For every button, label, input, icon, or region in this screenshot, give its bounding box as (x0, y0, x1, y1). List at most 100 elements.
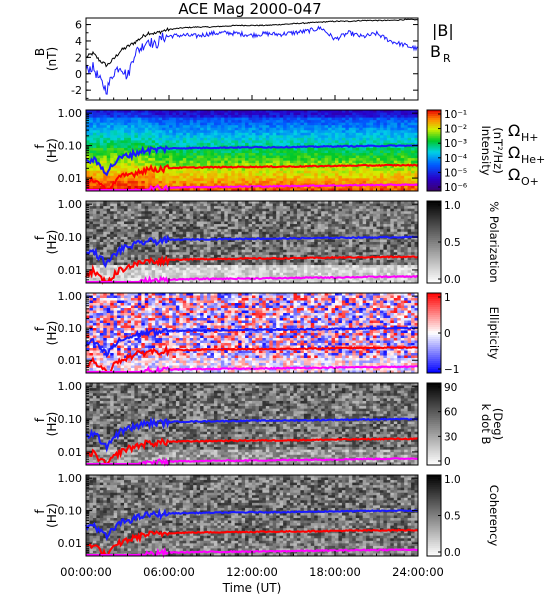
spectrogram-cell (200, 160, 204, 164)
spectrogram-cell (186, 140, 191, 144)
spectrogram-cell (241, 120, 246, 124)
spectrogram-cell (141, 110, 146, 113)
spectrogram-cell (386, 153, 391, 156)
spectrogram-cell (397, 150, 402, 154)
spectrogram-cell (272, 231, 277, 235)
spectrogram-cell (172, 280, 177, 284)
spectrogram-cell (404, 132, 409, 136)
spectrogram-cell (241, 180, 246, 184)
spectrogram-cell (196, 160, 201, 164)
spectrogram-cell (255, 140, 260, 144)
spectrogram-cell (134, 221, 139, 225)
spectrogram-cell (404, 115, 409, 118)
spectrogram-cell (213, 135, 218, 139)
spectrogram-cell (134, 158, 139, 162)
spectrogram-cell (248, 259, 253, 263)
spectrogram-cell (335, 120, 339, 124)
spectrogram-cell (252, 163, 256, 167)
spectrogram-cell (300, 120, 305, 124)
spectrogram-cell (245, 262, 249, 266)
spectrogram-cell (86, 213, 90, 217)
spectrogram-cell (89, 252, 94, 256)
spectrogram-cell (238, 206, 243, 210)
spectrogram-cell (151, 137, 156, 141)
spectrogram-cell (144, 252, 149, 256)
spectrogram-cell (220, 175, 225, 179)
spectrogram-cell (262, 120, 267, 124)
spectrogram-cell (252, 206, 256, 210)
spectrogram-cell (165, 229, 170, 233)
spectrogram-cell (113, 135, 118, 139)
spectrogram-cell (265, 216, 270, 220)
spectrogram-cell (279, 120, 284, 124)
spectrogram-cell (86, 132, 90, 136)
spectrogram-cell (113, 231, 118, 235)
spectrogram-cell (359, 110, 364, 113)
spectrogram-cell (279, 168, 284, 172)
spectrogram-cell (182, 122, 187, 126)
spectrogram-cell (258, 173, 263, 177)
spectrogram-cell (383, 185, 388, 189)
spectrogram-cell (255, 249, 260, 253)
spectrogram-cell (379, 112, 384, 116)
spectrogram-cell (130, 236, 135, 240)
spectrogram-cell (120, 145, 125, 149)
spectrogram-cell (86, 155, 90, 159)
spectrogram-cell (148, 262, 153, 266)
spectrogram-cell (269, 224, 274, 228)
spectrogram-cell (162, 173, 166, 177)
spectrogram-cell (210, 254, 215, 258)
spectrogram-cell (262, 188, 267, 192)
spectrogram-cell (269, 231, 274, 235)
spectrogram-cell (272, 249, 277, 253)
spectrogram-cell (99, 117, 104, 121)
spectrogram-cell (310, 147, 315, 151)
spectrogram-cell (248, 265, 253, 269)
spectrogram-cell (283, 180, 287, 184)
spectrogram-cell (269, 110, 274, 113)
spectrogram-cell (144, 259, 149, 263)
spectrogram-cell (338, 173, 343, 177)
spectrogram-cell (106, 153, 111, 156)
spectrogram-cell (182, 132, 187, 136)
spectrogram-cell (255, 242, 260, 245)
spectrogram-cell (169, 183, 173, 187)
spectrogram-cell (314, 120, 319, 124)
spectrogram-cell (203, 153, 208, 156)
spectrogram-cell (352, 153, 357, 156)
spectrogram-cell (234, 188, 239, 192)
spectrogram-cell (169, 252, 173, 256)
spectrogram-cell (276, 112, 281, 116)
spectrogram-cell (196, 135, 201, 139)
spectrogram-cell (314, 175, 319, 179)
spectrogram-cell (172, 252, 177, 256)
spectrogram-cell (137, 147, 142, 151)
spectrogram-cell (193, 153, 198, 156)
spectrogram-cell (272, 168, 277, 172)
spectrogram-cell (407, 125, 412, 129)
spectrogram-cell (341, 115, 346, 118)
spectrogram-cell (241, 224, 246, 228)
spectrogram-cell (279, 153, 284, 156)
spectrogram-cell (162, 208, 166, 212)
spectrogram-cell (158, 218, 163, 222)
spectrogram-cell (169, 280, 173, 284)
spectrogram-cell (286, 168, 291, 172)
spectrogram-cell (130, 208, 135, 212)
spectrogram-cell (376, 125, 381, 129)
spectrogram-cell (307, 155, 312, 159)
spectrogram-cell (310, 180, 315, 184)
spectrogram-cell (210, 252, 215, 256)
spectrogram-cell (210, 122, 215, 126)
spectrogram-cell (252, 242, 256, 245)
spectrogram-cell (269, 160, 274, 164)
spectrogram-cell (169, 203, 173, 207)
spectrogram-cell (213, 221, 218, 225)
spectrogram-cell (283, 125, 287, 129)
spectrogram-cell (341, 158, 346, 162)
spectrogram-cell (141, 153, 146, 156)
colorbar-cell (427, 168, 441, 172)
spectrogram-cell (258, 135, 263, 139)
spectrogram-cell (89, 165, 94, 169)
spectrogram-cell (359, 178, 364, 182)
